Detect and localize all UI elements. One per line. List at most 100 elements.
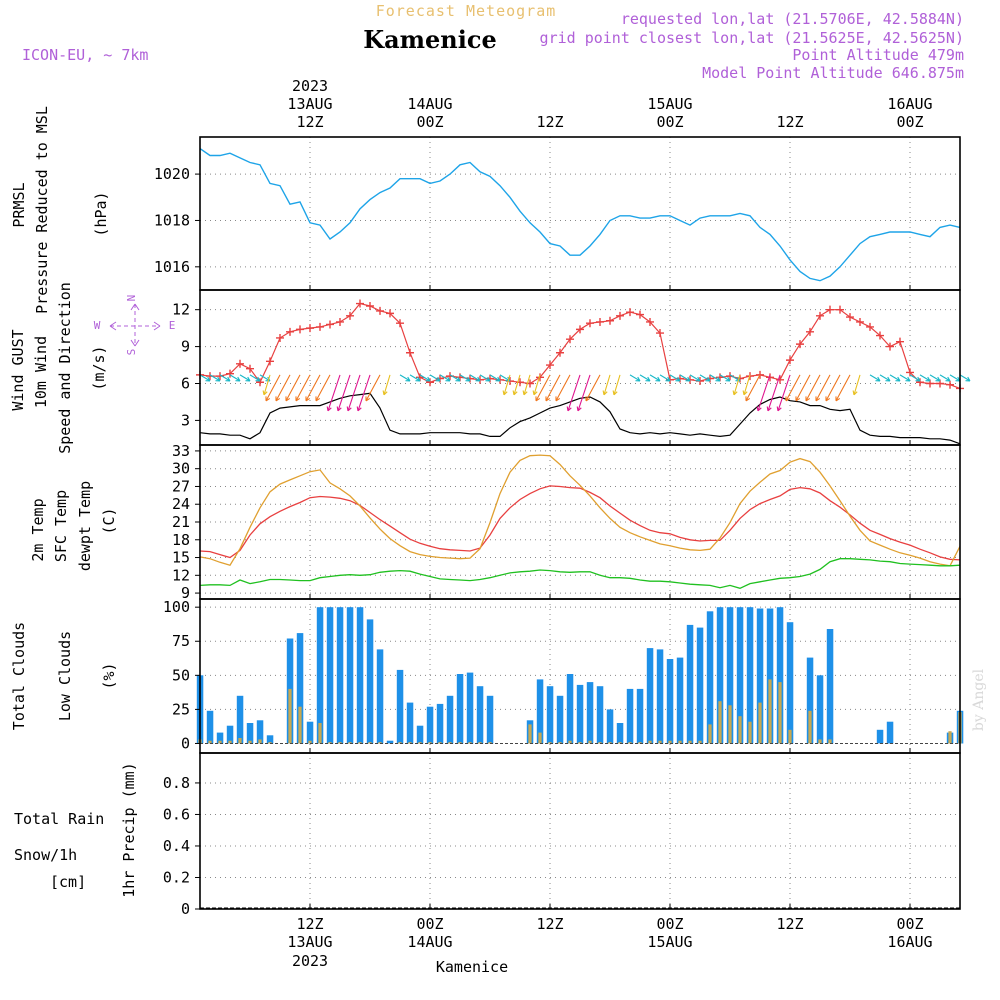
sfc-temp-line: [199, 454, 961, 567]
total-cloud-bar-69: [886, 721, 894, 744]
cloud-labels: Total Clouds Low Clouds (%): [10, 622, 118, 730]
total-cloud-bar-11: [306, 721, 314, 744]
y-tick-label-3-3: 75: [172, 632, 190, 650]
low-clouds-label: Low Clouds: [56, 631, 74, 721]
low-cloud-bar-61: [808, 710, 812, 744]
wind-arrow-9: [275, 374, 291, 402]
wind-arrow-21: [409, 374, 421, 382]
low-cloud-bar-4: [238, 738, 242, 744]
x-tick-bottom-3-1: 15AUG: [647, 933, 692, 951]
gust-marker-42: [616, 311, 624, 320]
wind-arrow-1: [209, 374, 221, 382]
gust-marker-41: [606, 316, 614, 325]
total-cloud-bar-36: [556, 695, 564, 744]
x-tick-top-4-2: 12Z: [776, 113, 803, 131]
low-cloud-bar-59: [788, 729, 792, 744]
pressure-label-2: Pressure Reduced to MSL: [33, 106, 51, 314]
wind-arrow-38: [566, 374, 581, 412]
total-cloud-bar-21: [406, 702, 414, 744]
wind-arrow-43: [629, 374, 641, 382]
wind-arrow-67: [869, 374, 881, 382]
low-cloud-bar-39: [588, 740, 592, 744]
y-tick-label-4-2: 0.4: [163, 837, 190, 855]
wind-arrow-58: [766, 374, 781, 412]
x-tick-top-5-1: 16AUG: [887, 95, 932, 113]
low-cloud-bar-63: [828, 739, 832, 744]
gust-marker-40: [596, 317, 604, 326]
total-cloud-bar-37: [566, 674, 574, 744]
total-cloud-bar-20: [396, 669, 404, 744]
gust-marker-34: [536, 373, 544, 382]
wind-arrow-27: [469, 374, 481, 382]
total-cloud-bar-44: [636, 688, 644, 744]
compass-w: W: [94, 319, 101, 332]
sfc-temp-label: SFC Temp: [52, 490, 70, 562]
gust-marker-75: [946, 380, 954, 389]
low-cloud-bar-51: [708, 724, 712, 744]
wind-arrow-46: [659, 374, 671, 382]
wind-arrow-39: [576, 374, 591, 412]
total-cloud-bar-52: [716, 607, 724, 744]
y-tick-label-1-1: 6: [181, 374, 190, 392]
precip-labels: Total Rain Snow/1h [cm] 1hr Precip (mm): [14, 762, 138, 897]
low-cloud-bar-55: [748, 721, 752, 744]
low-cloud-bar-10: [298, 706, 302, 744]
y-tick-label-2-6: 27: [172, 477, 190, 495]
total-cloud-bar-27: [466, 672, 474, 744]
gust-marker-35: [546, 361, 554, 370]
wind-arrow-19: [382, 374, 391, 396]
gust-marker-9: [286, 327, 294, 336]
wind-arrow-71: [909, 374, 921, 382]
total-cloud-bar-49: [686, 624, 694, 744]
total-cloud-bar-29: [486, 695, 494, 744]
wind-arrow-13: [315, 374, 331, 402]
wind-arrow-51: [709, 374, 721, 382]
gust-marker-43: [626, 308, 634, 317]
gust-marker-69: [886, 342, 894, 351]
snow-label: Snow/1h: [14, 846, 77, 864]
wind-arrow-44: [639, 374, 651, 382]
wind-arrow-72: [919, 374, 931, 382]
total-cloud-bar-48: [676, 657, 684, 744]
panel-frame-precip: [199, 752, 961, 910]
x-tick-bottom-3-0: 00Z: [656, 915, 683, 933]
wind-arrow-57: [756, 374, 771, 412]
direction-label: Speed and Direction: [56, 282, 74, 454]
low-cloud-bar-38: [578, 742, 582, 744]
y-tick-label-2-2: 15: [172, 549, 190, 567]
total-cloud-bar-16: [356, 607, 364, 744]
point-altitude: Point Altitude 479m: [792, 46, 964, 64]
y-tick-label-1-2: 9: [181, 338, 190, 356]
total-cloud-bar-2: [216, 732, 224, 744]
low-cloud-bar-62: [818, 739, 822, 744]
low-cloud-bar-22: [418, 742, 422, 744]
wind-arrow-37: [555, 374, 571, 402]
gust-marker-18: [376, 306, 384, 315]
low-cloud-bar-14: [338, 742, 342, 744]
y-tick-label-1-3: 12: [172, 301, 190, 319]
total-cloud-bar-22: [416, 725, 424, 744]
gust-marker-57: [766, 373, 774, 382]
low-cloud-bar-57: [768, 679, 772, 744]
total-cloud-bar-47: [666, 659, 674, 744]
wind-arrow-7: [262, 374, 271, 396]
gust-marker-4: [236, 359, 244, 368]
gust-marker-68: [876, 331, 884, 340]
total-cloud-bar-5: [246, 723, 254, 744]
total-cloud-bar-34: [536, 679, 544, 744]
x-tick-bottom-0-0: 12Z: [296, 915, 323, 933]
wind-arrow-65: [835, 374, 851, 402]
total-cloud-bar-35: [546, 686, 554, 744]
total-cloud-bar-24: [436, 703, 444, 744]
wind-arrow-48: [679, 374, 691, 382]
total-cloud-bar-57: [766, 608, 774, 744]
y-tick-label-0-1: 1018: [154, 211, 190, 229]
x-tick-top-0-0: 2023: [292, 77, 328, 95]
compass-n: N: [125, 295, 138, 302]
wind-arrow-41: [602, 374, 611, 396]
gust-marker-45: [646, 317, 654, 326]
low-cloud-bar-26: [458, 742, 462, 744]
pressure-line: [199, 148, 961, 282]
total-cloud-bar-46: [656, 649, 664, 744]
location-title: Kamenice: [363, 25, 497, 54]
